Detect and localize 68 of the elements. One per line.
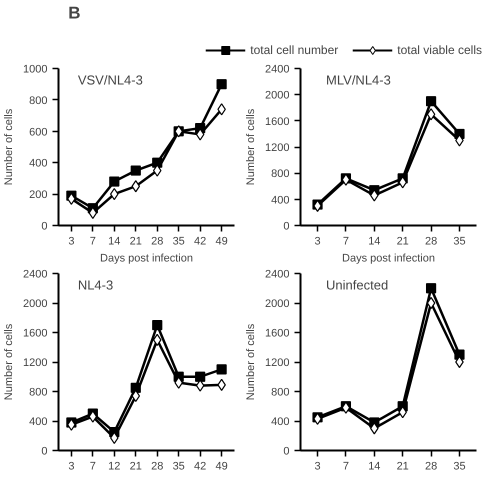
y-tick-label: 400 xyxy=(271,416,290,428)
y-tick-label: 1600 xyxy=(265,116,290,128)
x-axis-title: Days post infection xyxy=(100,252,193,264)
y-tick-label: 0 xyxy=(41,220,48,232)
legend-label: total cell number xyxy=(250,43,338,57)
y-tick-label: 0 xyxy=(283,446,290,458)
y-tick-label: 400 xyxy=(29,158,48,170)
chart-title: VSV/NL4-3 xyxy=(78,72,143,88)
y-tick-label: 400 xyxy=(29,416,48,428)
x-axis-title: Days post infection xyxy=(342,252,435,264)
chart-title: MLV/NL4-3 xyxy=(326,72,391,88)
x-tick-label: 28 xyxy=(424,236,438,248)
x-tick-label: 28 xyxy=(151,236,164,248)
y-axis-title: Number of cells xyxy=(245,323,258,400)
x-tick-label: 49 xyxy=(216,460,228,472)
y-tick-label: 2400 xyxy=(265,268,290,280)
x-tick-label: 21 xyxy=(396,236,409,248)
y-tick-label: 0 xyxy=(283,220,290,232)
x-tick-label: 7 xyxy=(90,460,96,472)
y-tick-label: 800 xyxy=(29,386,48,398)
y-tick-label: 1600 xyxy=(23,328,48,340)
x-tick-label: 42 xyxy=(194,460,206,472)
x-tick-label: 3 xyxy=(314,460,321,472)
x-tick-label: 21 xyxy=(396,460,409,472)
y-tick-label: 800 xyxy=(29,94,48,107)
x-tick-label: 28 xyxy=(424,460,438,472)
x-tick-label: 35 xyxy=(453,236,466,248)
x-tick-label: 21 xyxy=(130,236,142,248)
y-axis-title: Number of cells xyxy=(245,108,258,186)
y-tick-label: 2000 xyxy=(23,298,48,310)
x-tick-label: 14 xyxy=(368,236,380,248)
y-tick-label: 2000 xyxy=(265,298,290,310)
y-tick-label: 200 xyxy=(29,189,48,202)
x-tick-label: 3 xyxy=(314,236,321,248)
y-tick-label: 2000 xyxy=(265,90,290,102)
x-tick-label: 42 xyxy=(194,236,206,248)
y-tick-label: 600 xyxy=(29,126,48,138)
x-tick-label: 35 xyxy=(172,460,185,472)
x-tick-label: 35 xyxy=(172,236,185,248)
y-tick-label: 1200 xyxy=(265,357,290,369)
y-tick-label: 2400 xyxy=(265,64,290,76)
x-tick-label: 14 xyxy=(108,236,120,248)
y-axis-title: Number of cells xyxy=(3,108,16,186)
chart-title: NL4-3 xyxy=(78,278,114,292)
y-tick-label: 800 xyxy=(271,168,290,180)
legend-label: total viable cells xyxy=(397,43,482,57)
y-tick-label: 1200 xyxy=(23,357,48,369)
x-tick-label: 28 xyxy=(151,460,164,472)
x-tick-label: 7 xyxy=(90,236,96,248)
y-tick-label: 0 xyxy=(41,446,48,458)
text: B xyxy=(68,4,81,23)
x-tick-label: 35 xyxy=(453,460,466,472)
x-tick-label: 14 xyxy=(368,460,380,472)
x-tick-label: 7 xyxy=(342,460,349,472)
y-tick-label: 1000 xyxy=(23,64,48,76)
chart-title: Uninfected xyxy=(326,278,388,292)
x-tick-label: 21 xyxy=(130,460,142,472)
y-tick-label: 2400 xyxy=(23,268,48,280)
y-tick-label: 1200 xyxy=(265,142,290,154)
x-tick-label: 12 xyxy=(108,460,120,472)
y-tick-label: 400 xyxy=(271,194,290,206)
x-tick-label: 3 xyxy=(68,236,74,248)
y-tick-label: 800 xyxy=(271,386,290,398)
x-tick-label: 7 xyxy=(342,236,349,248)
y-axis-title: Number of cells xyxy=(3,323,16,400)
y-tick-label: 1600 xyxy=(265,328,290,340)
x-tick-label: 49 xyxy=(216,236,228,248)
x-tick-label: 3 xyxy=(68,460,74,472)
